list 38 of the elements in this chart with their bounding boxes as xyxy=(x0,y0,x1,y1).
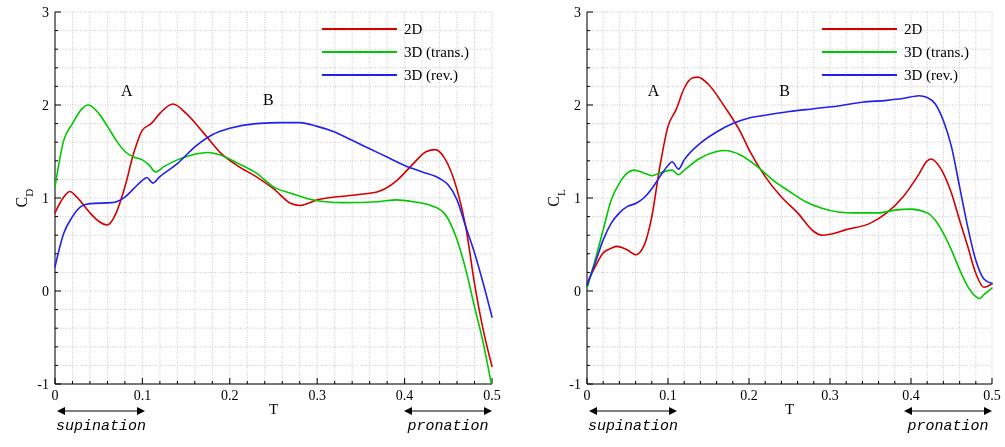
x-axis-title: T xyxy=(268,401,279,417)
text: pronation xyxy=(906,418,989,435)
legend-label: 3D (trans.) xyxy=(904,44,969,61)
line-series xyxy=(586,149,993,300)
y-tick-label: 2 xyxy=(574,98,581,113)
x-tick-label: 0.4 xyxy=(902,388,920,403)
annotation: A xyxy=(647,81,660,99)
legend-label: 3D (rev.) xyxy=(904,67,959,84)
x-tick-label: 0.2 xyxy=(740,388,758,403)
line-series xyxy=(54,121,493,318)
y-tick-label: 3 xyxy=(42,5,49,20)
text: pronation xyxy=(406,418,489,435)
x-tick-label: 0.3 xyxy=(308,388,326,403)
annotation: B xyxy=(779,81,790,99)
x-axis-title: T xyxy=(784,401,795,417)
text: supination xyxy=(587,418,679,435)
legend-label: 2D xyxy=(904,21,923,37)
x-tick-label: 0.5 xyxy=(983,388,1001,403)
y-tick-label: -1 xyxy=(569,377,581,392)
y-tick-label: 3 xyxy=(574,5,581,20)
y-tick-label: 2 xyxy=(42,98,49,113)
y-tick-label: 0 xyxy=(42,284,49,299)
legend-label: 3D (rev.) xyxy=(404,67,459,84)
x-tick-label: 0.4 xyxy=(395,388,414,403)
legend-label: 3D (trans.) xyxy=(404,44,469,61)
y-tick-label: -1 xyxy=(37,377,49,392)
text: supination xyxy=(55,418,147,435)
legend-label: 2D xyxy=(404,21,423,37)
annotation: B xyxy=(262,91,274,108)
y-tick-label: 1 xyxy=(42,191,49,206)
y-tick-label: 1 xyxy=(574,191,581,206)
x-tick-label: 0.2 xyxy=(221,388,239,403)
x-tick-label: 0.5 xyxy=(483,388,501,403)
x-tick-label: 0.3 xyxy=(821,388,839,403)
annotation: A xyxy=(120,81,133,99)
x-tick-label: 0.1 xyxy=(133,388,152,403)
x-tick-label: 0.1 xyxy=(659,388,677,403)
y-tick-label: 0 xyxy=(574,284,581,299)
